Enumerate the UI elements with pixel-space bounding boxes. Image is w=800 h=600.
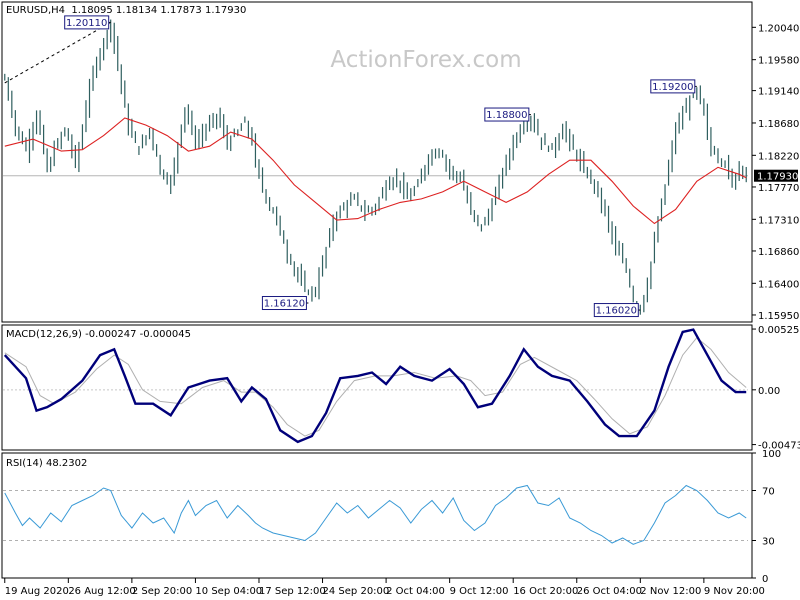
annotation-label: 1.19200 [652,82,693,93]
rsi-y-axis: 100 70 30 0 [752,449,781,585]
rsi-panel-frame [1,452,753,579]
x-tick-label: 9 Oct 12:00 [450,586,509,597]
annotation-box [593,303,639,318]
x-tick-label: 10 Sep 04:00 [195,586,262,597]
y-tick-label: 1.16400 [758,279,799,290]
price-moving-average [4,117,747,225]
macd-y-axis: 0.00525 0.00 -0.004732 [752,325,800,452]
last-price-tag [754,169,798,182]
x-tick-label: 2 Nov 12:00 [640,586,701,597]
x-tick-label: 24 Sep 20:00 [323,586,390,597]
annotation-box [261,296,307,311]
macd-lines [3,328,747,444]
macd-main-line [3,328,747,444]
x-tick-label: 2 Sep 20:00 [132,586,192,597]
x-tick-label: 9 Nov 20:00 [704,586,765,597]
y-tick-label: 1.16860 [758,247,799,258]
rsi-lines [4,484,747,545]
macd-panel-frame [1,324,753,451]
y-tick-label: 1.19140 [758,87,799,98]
annotation-label: 1.20110 [66,18,107,29]
annotation-box [484,107,530,122]
x-tick-label: 16 Oct 20:00 [513,586,578,597]
annotation-box [650,79,696,94]
x-tick-label: 26 Aug 12:00 [68,586,135,597]
y-tick-label: -0.004732 [758,441,800,452]
rsi-levels [3,490,748,541]
y-tick-label: 1.18220 [758,151,799,162]
price-candles [4,19,747,315]
annotation-label: 1.16120 [264,299,305,310]
last-price-tag-label: 1.17930 [757,172,798,183]
price-trendline [4,21,111,84]
y-tick-label: 0.00525 [758,325,799,336]
moving-average-line [4,117,747,225]
x-axis: 19 Aug 2020 26 Aug 12:002 Sep 20:00 10 Sep… [4,578,765,597]
y-tick-label: 1.17770 [758,183,799,194]
annotation-label: 1.18800 [486,110,527,121]
x-tick-label: 17 Sep 12:00 [259,586,326,597]
y-tick-label: 1.20040 [758,23,799,34]
y-tick-label: 30 [762,537,775,548]
rsi-panel-title: RSI(14) 48.2302 [6,458,87,469]
rsi-line [4,484,747,545]
annotation-box [64,15,110,30]
x-tick-label: 26 Oct 04:00 [577,586,642,597]
annotation-label: 1.16020 [596,306,637,317]
watermark: ActionForex.com [330,47,521,73]
price-panel-title: EURUSD,H4 1.18095 1.18134 1.17873 1.1793… [6,5,246,16]
x-tick-label: 2 Oct 04:00 [386,586,445,597]
y-tick-label: 1.18680 [758,119,799,130]
trendline [4,21,111,84]
price-panel-frame [1,1,753,323]
price-y-axis: 1.20040 1.19580 1.19140 1.18680 1.18220 1.177… [752,23,799,322]
x-tick-label: 19 Aug 2020 [5,586,69,597]
y-tick-label: 100 [762,449,781,460]
price-annotations: 1.20110 1.16120 1.18800 1.19200 1.16020 [64,15,697,318]
macd-panel-title: MACD(12,26,9) -0.000247 -0.000045 [6,329,191,340]
y-tick-label: 0 [762,574,768,585]
y-tick-label: 0.00 [758,386,780,397]
y-tick-label: 1.15950 [758,311,799,322]
y-tick-label: 1.17310 [758,215,799,226]
y-tick-label: 70 [762,487,775,498]
y-tick-label: 1.19580 [758,56,799,67]
